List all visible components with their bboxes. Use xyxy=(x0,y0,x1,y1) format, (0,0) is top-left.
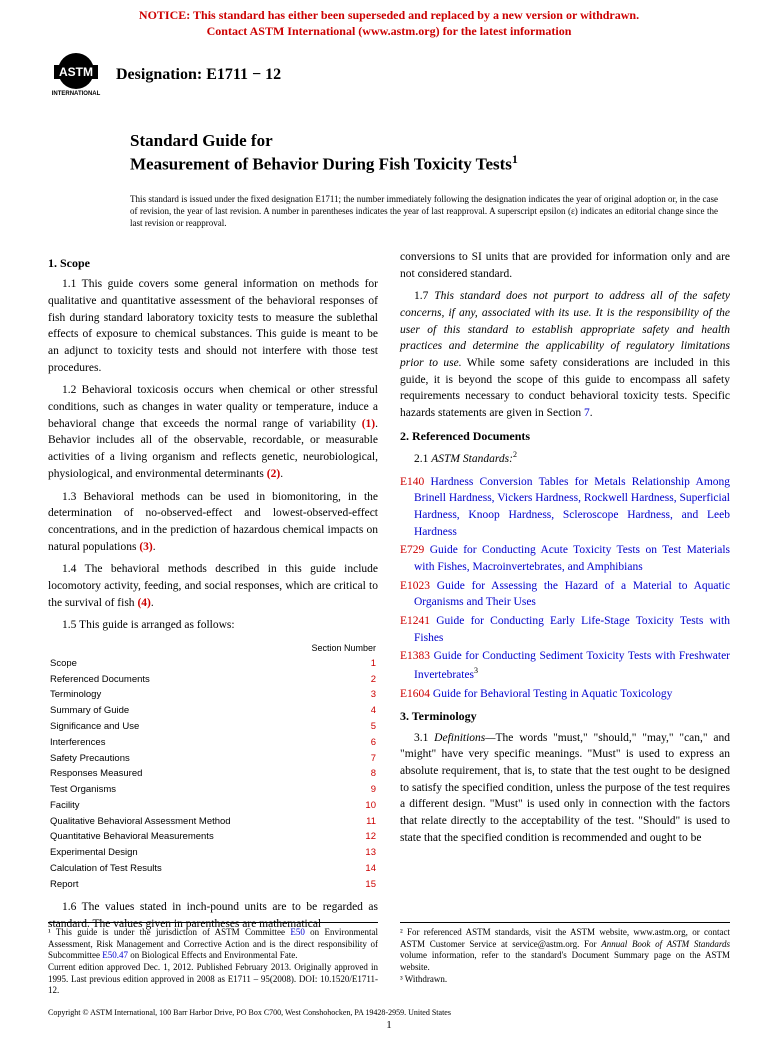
toc-row: Quantitative Behavioral Measurements12 xyxy=(50,830,376,844)
notice-line1: NOTICE: This standard has either been su… xyxy=(139,8,639,22)
toc-table: Section Number Scope1Referenced Document… xyxy=(48,640,378,894)
issuance-note: This standard is issued under the fixed … xyxy=(0,183,778,243)
toc-row: Safety Precautions7 xyxy=(50,752,376,766)
ref-item: E729 Guide for Conducting Acute Toxicity… xyxy=(414,542,730,575)
body-columns: 1. Scope 1.1 This guide covers some gene… xyxy=(0,243,778,939)
right-column: conversions to SI units that are provide… xyxy=(400,249,730,939)
para-1-5: 1.5 This guide is arranged as follows: xyxy=(48,617,378,634)
ref-item: E1604 Guide for Behavioral Testing in Aq… xyxy=(414,686,730,703)
footnote-left: ¹ This guide is under the jurisdiction o… xyxy=(48,922,378,997)
section-1-head: 1. Scope xyxy=(48,255,378,272)
ref-item: E1383 Guide for Conducting Sediment Toxi… xyxy=(414,648,730,683)
notice-line2: Contact ASTM International (www.astm.org… xyxy=(207,24,572,38)
refs-list: E140 Hardness Conversion Tables for Meta… xyxy=(400,474,730,703)
para-1-2: 1.2 Behavioral toxicosis occurs when che… xyxy=(48,382,378,482)
title-block: Standard Guide for Measurement of Behavi… xyxy=(0,103,778,182)
ref-item: E1241 Guide for Conducting Early Life-St… xyxy=(414,613,730,646)
toc-row: Facility10 xyxy=(50,799,376,813)
toc-row: Calculation of Test Results14 xyxy=(50,862,376,876)
toc-row: Experimental Design13 xyxy=(50,846,376,860)
toc-row: Scope1 xyxy=(50,657,376,671)
para-1-1: 1.1 This guide covers some general infor… xyxy=(48,276,378,376)
copyright: Copyright © ASTM International, 100 Barr… xyxy=(48,1008,451,1017)
section-2-head: 2. Referenced Documents xyxy=(400,428,730,445)
para-2-1: 2.1 ASTM Standards:2 xyxy=(400,449,730,468)
toc-row: Summary of Guide4 xyxy=(50,704,376,718)
footnotes: ¹ This guide is under the jurisdiction o… xyxy=(48,922,730,997)
toc-row: Interferences6 xyxy=(50,736,376,750)
toc-row: Responses Measured8 xyxy=(50,767,376,781)
para-1-3: 1.3 Behavioral methods can be used in bi… xyxy=(48,489,378,556)
left-column: 1. Scope 1.1 This guide covers some gene… xyxy=(48,249,378,939)
toc-row: Test Organisms9 xyxy=(50,783,376,797)
ref-item: E140 Hardness Conversion Tables for Meta… xyxy=(414,474,730,541)
svg-text:ASTM: ASTM xyxy=(59,65,93,79)
page-number: 1 xyxy=(0,1019,778,1031)
designation: Designation: E1711 − 12 xyxy=(116,66,281,84)
para-1-4: 1.4 The behavioral methods described in … xyxy=(48,561,378,611)
para-cont: conversions to SI units that are provide… xyxy=(400,249,730,282)
header: ASTM INTERNATIONAL Designation: E1711 − … xyxy=(0,43,778,103)
toc-row: Referenced Documents2 xyxy=(50,673,376,687)
toc-row: Qualitative Behavioral Assessment Method… xyxy=(50,815,376,829)
toc-row: Terminology3 xyxy=(50,688,376,702)
title-line2: Measurement of Behavior During Fish Toxi… xyxy=(130,152,718,175)
title-line1: Standard Guide for xyxy=(130,131,718,151)
toc-row: Report15 xyxy=(50,878,376,892)
astm-logo: ASTM INTERNATIONAL xyxy=(48,47,104,103)
svg-text:INTERNATIONAL: INTERNATIONAL xyxy=(52,91,101,97)
ref-item: E1023 Guide for Assessing the Hazard of … xyxy=(414,578,730,611)
para-1-7: 1.7 This standard does not purport to ad… xyxy=(400,288,730,421)
toc-row: Significance and Use5 xyxy=(50,720,376,734)
footnote-right: ² For referenced ASTM standards, visit t… xyxy=(400,922,730,997)
section-3-head: 3. Terminology xyxy=(400,708,730,725)
para-3-1: 3.1 Definitions—The words "must," "shoul… xyxy=(400,730,730,847)
notice-banner: NOTICE: This standard has either been su… xyxy=(0,0,778,43)
